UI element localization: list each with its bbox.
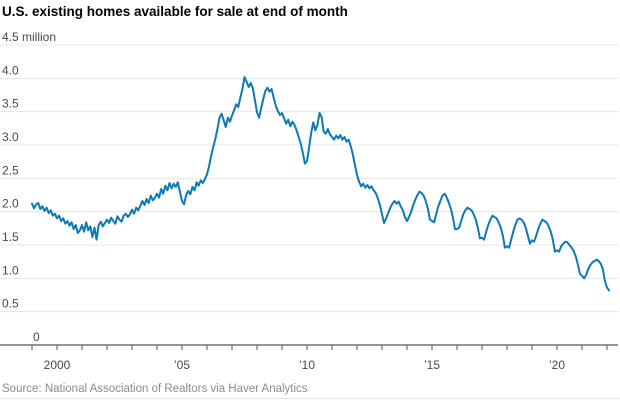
x-tick-label: ’10 bbox=[299, 358, 315, 372]
y-tick-label: 4.0 bbox=[2, 63, 19, 77]
x-tick-label: 2000 bbox=[44, 358, 71, 372]
source-note: Source: National Association of Realtors… bbox=[2, 383, 308, 395]
x-tick-label: ’15 bbox=[424, 358, 440, 372]
series-line bbox=[31, 76, 611, 292]
y-tick-label: 4.5 million bbox=[2, 30, 56, 44]
y-tick-label: 1.0 bbox=[2, 263, 19, 277]
chart-title: U.S. existing homes available for sale a… bbox=[2, 4, 348, 19]
x-axis-labels: 2000 ’05 ’10 ’15 ’20 bbox=[44, 358, 566, 372]
x-tick-label: ’05 bbox=[174, 358, 190, 372]
y-tick-label: 3.0 bbox=[2, 130, 19, 144]
x-tick-label: ’20 bbox=[549, 358, 565, 372]
x-axis bbox=[0, 344, 618, 350]
gridlines bbox=[0, 44, 618, 313]
y-tick-label: 0 bbox=[33, 330, 40, 344]
y-tick-label: 1.5 bbox=[2, 230, 19, 244]
y-axis-labels: 4.5 million 4.0 3.5 3.0 2.5 2.0 1.5 1.0 0.5 0 bbox=[2, 30, 56, 344]
y-tick-label: 3.5 bbox=[2, 97, 19, 111]
y-tick-label: 0.5 bbox=[2, 297, 19, 311]
y-tick-label: 2.0 bbox=[2, 197, 19, 211]
y-tick-label: 2.5 bbox=[2, 163, 19, 177]
bottom-divider bbox=[0, 398, 620, 399]
